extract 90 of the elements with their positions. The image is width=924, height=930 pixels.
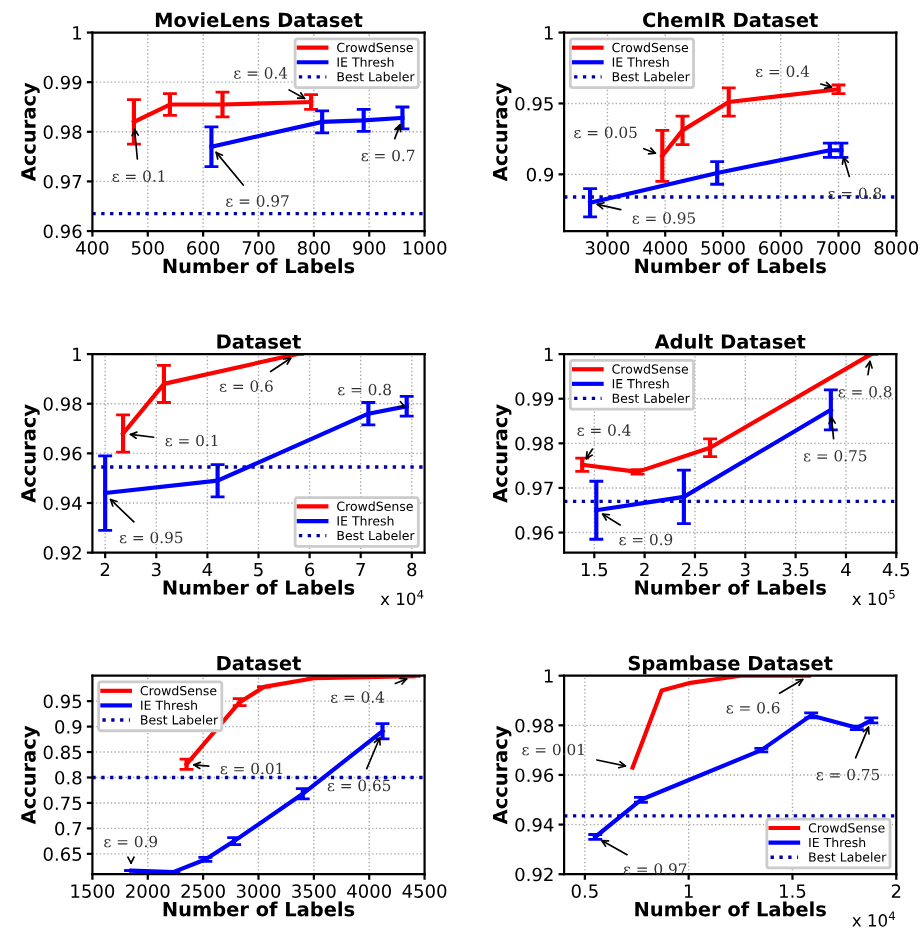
text: x 10$^{4}$	[852, 911, 896, 927]
y-tick-label: 0.97	[515, 481, 553, 496]
y-tick-label: 0.96	[515, 768, 554, 783]
line-series	[630, 675, 812, 770]
chart-title: Adult Dataset	[654, 333, 806, 349]
x-tick-label: 3	[740, 562, 750, 577]
x-tick-label: 1000	[403, 241, 447, 255]
y-tick-label: 0.99	[515, 392, 554, 406]
y-tick-label: 0.98	[515, 436, 554, 451]
x-tick-label: 4500	[402, 884, 447, 898]
x-tick-label: 7000	[817, 241, 861, 255]
x-tick-label: 1500	[71, 884, 115, 898]
y-tick-label: 0.7	[55, 821, 82, 836]
x-tick-label: 2	[640, 562, 649, 577]
y-tick-label: 0.96	[43, 446, 82, 461]
y-axis-title: Accuracy	[21, 404, 40, 503]
x-axis-title: Number of Labels	[635, 258, 826, 274]
x-tick-label: 8000	[874, 241, 919, 255]
x-tick-label: 3000	[585, 241, 630, 255]
x-tick-label: 3000	[236, 884, 281, 898]
x-tick-label: 4.5	[882, 562, 910, 577]
x-tick-label: 4000	[347, 884, 391, 898]
x-tick-label: 400	[76, 241, 109, 255]
y-tick-label: 0.95	[515, 96, 553, 111]
x-tick-label: 3500	[292, 884, 336, 898]
x-tick-label: 500	[131, 241, 164, 255]
y-tick-label: 0.98	[515, 718, 554, 733]
x-tick-label: 600	[187, 241, 220, 255]
y-tick-label: 0.97	[43, 174, 82, 189]
text: x 10$^{4}$	[380, 589, 424, 606]
y-tick-label: 0.94	[515, 818, 554, 832]
y-tick-label: 1	[73, 26, 82, 40]
x-tick-label: 2.5	[681, 562, 708, 577]
text: x 10$^{5}$	[852, 589, 895, 606]
x-tick-label: 800	[297, 241, 330, 255]
y-axis-title: Accuracy	[493, 404, 512, 503]
y-tick-label: 0.96	[43, 224, 82, 239]
x-tick-label: 2	[891, 884, 901, 898]
y-tick-label: 0.96	[515, 526, 554, 540]
x-tick-label: 3.5	[782, 562, 809, 577]
y-tick-label: 1	[73, 347, 82, 361]
y-tick-label: 1	[544, 669, 553, 683]
y-axis-title: Accuracy	[493, 725, 512, 825]
x-tick-label: 4000	[643, 241, 687, 255]
y-tick-label: 0.99	[43, 75, 82, 90]
x-tick-label: 2500	[181, 884, 225, 898]
y-tick-label: 0.98	[43, 397, 82, 411]
chart-title: MovieLens Dataset	[155, 12, 363, 28]
y-tick-label: 0.85	[43, 745, 82, 760]
y-tick-label: 0.98	[43, 125, 82, 139]
x-tick-label: 2000	[126, 884, 170, 898]
y-axis-title: Accuracy	[21, 725, 40, 825]
x-axis-title: Number of Labels	[163, 258, 355, 274]
x-axis-title: Number of Labels	[163, 579, 355, 595]
x-tick-label: 3	[151, 562, 161, 577]
x-tick-label: 1.5	[581, 562, 608, 577]
y-tick-label: 0.92	[515, 867, 553, 882]
y-tick-label: 1	[544, 26, 553, 40]
y-tick-label: 0.95	[43, 694, 82, 709]
x-tick-label: 0.5	[571, 884, 598, 898]
chart-title: Dataset	[217, 655, 301, 671]
y-axis-title: Accuracy	[21, 82, 40, 182]
x-tick-label: 1	[684, 884, 693, 898]
chart-title: Dataset	[217, 334, 301, 349]
y-tick-label: 0.8	[55, 770, 82, 785]
x-tick-label: 8	[407, 562, 417, 577]
y-tick-label: 0.65	[43, 847, 82, 861]
chart-title: Spambase Dataset	[628, 655, 833, 675]
y-axis-title: Accuracy	[493, 82, 512, 182]
x-tick-label: 900	[353, 241, 386, 255]
x-tick-label: 700	[242, 241, 275, 255]
x-tick-label: 4	[202, 562, 213, 577]
y-tick-label: 0.92	[43, 546, 81, 560]
chart-title: ChemIR Dataset	[643, 12, 818, 28]
x-axis-title: Number of Labels	[635, 579, 826, 595]
x-tick-label: 1.5	[780, 884, 806, 898]
x-tick-label: 7	[356, 562, 365, 577]
y-tick-label: 0.94	[43, 496, 82, 511]
y-tick-label: 1	[544, 347, 553, 361]
x-tick-label: 6000	[759, 241, 803, 255]
y-tick-label: 0.9	[55, 720, 82, 734]
x-tick-label: 4	[841, 562, 851, 577]
x-axis-title: Number of Labels	[163, 901, 355, 917]
x-tick-label: 5	[254, 562, 263, 577]
x-tick-label: 6	[305, 562, 315, 577]
x-tick-label: 5000	[701, 241, 745, 255]
x-axis-title: Number of Labels	[635, 901, 826, 917]
x-tick-label: 2	[100, 562, 110, 577]
y-tick-label: 0.75	[43, 796, 82, 811]
y-tick-label: 0.9	[526, 167, 554, 182]
